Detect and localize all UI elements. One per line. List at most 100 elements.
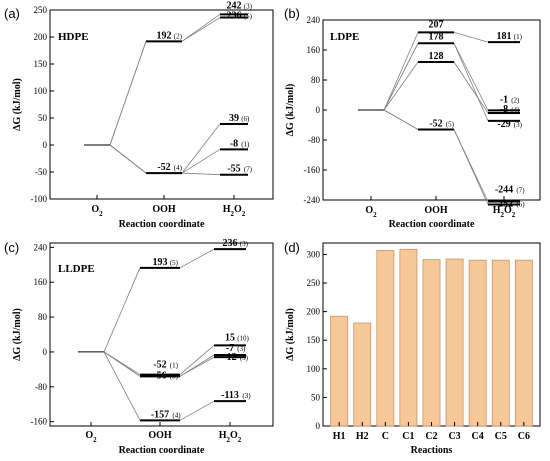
panel-b: (b) -240 -160 -80 0 80 160 240 ΔG (kJ/mol) Reacti…: [284, 6, 541, 230]
path-connector: [181, 13, 221, 42]
panel-title: LDPE: [330, 31, 359, 43]
x-category-label: OOH: [152, 204, 176, 215]
level-value-label: -52: [429, 119, 442, 130]
x-tick-label: C3: [448, 431, 460, 442]
x-tick-label: C: [382, 431, 389, 442]
y-tick-label: 0: [316, 105, 321, 115]
level-count-label: (7): [516, 187, 525, 195]
level-count-label: (4): [511, 106, 520, 114]
bar-c: [376, 250, 395, 427]
y-tick-label: -240: [304, 195, 321, 205]
x-category-label: H2O2: [219, 430, 242, 444]
path-connector: [179, 248, 215, 269]
y-tick-label: 150: [34, 59, 48, 69]
level-value-label: 15: [225, 332, 235, 343]
level-count-label: (8): [170, 372, 179, 380]
bar-h1: [330, 315, 349, 427]
path-connector: [103, 267, 141, 353]
level-value-label: 39: [229, 113, 239, 124]
path-connector: [109, 41, 147, 146]
level-value-label: -52: [157, 162, 170, 173]
y-tick-label: 80: [311, 75, 321, 85]
level-value-label: -8: [500, 104, 508, 115]
y-tick-label: -50: [35, 167, 47, 177]
y-tick-label: 250: [307, 278, 321, 288]
x-category-label: H2O2: [493, 205, 516, 219]
axes-frame: [49, 9, 274, 200]
level-value-label: -252: [495, 199, 513, 210]
x-tick-label: C1: [402, 431, 414, 442]
axes-frame: [49, 242, 274, 427]
y-tick-label: 100: [34, 86, 48, 96]
level-count-label: (1): [241, 140, 250, 148]
level-value-label: 128: [429, 51, 444, 62]
level-count-label: (4): [174, 164, 183, 172]
path-connector: [383, 109, 419, 130]
level-value-label: 242: [227, 0, 242, 11]
path-connector: [453, 61, 489, 114]
y-tick-label: 200: [307, 307, 321, 317]
panel-d: (d) 0 50 100 150 200 250 300 ΔG (kJ/mol) Reaction…: [284, 240, 541, 456]
y-tick-label: 0: [43, 140, 48, 150]
level-count-label: (7): [244, 166, 253, 174]
level-value-label: -113: [221, 390, 239, 401]
y-tick-label: 80: [38, 312, 48, 322]
level-count-label: (6): [241, 115, 250, 123]
y-tick-label: 200: [34, 32, 48, 42]
y-axis-title: ΔG (kJ/mol): [12, 78, 23, 131]
level-value-label: 236: [223, 238, 238, 249]
x-category-label: O2: [85, 430, 97, 444]
level-value-label: -7: [226, 343, 234, 354]
panel-label: (c): [4, 240, 19, 255]
panel-a: (a) -100 -50 0 50 100 150 200 250 ΔG (kJ/mol) Reac…: [4, 0, 274, 230]
level-count-label: (3): [240, 354, 249, 362]
level-value-label: -244: [495, 185, 513, 196]
level-value-label: -52: [153, 360, 166, 371]
y-tick-label: 300: [307, 249, 321, 259]
x-axis-title: Reaction coordinate: [119, 219, 205, 230]
level-value-label: -8: [230, 138, 238, 149]
level-count-label: (1): [514, 33, 523, 41]
path-connector: [179, 356, 215, 377]
x-axis-title: Reaction coordinate: [389, 219, 475, 230]
bar-c4: [468, 259, 487, 427]
bar-c1: [399, 248, 418, 427]
y-tick-label: -160: [304, 165, 321, 175]
level-count-label: (2): [174, 32, 183, 40]
level-value-label: -55: [227, 164, 240, 175]
path-connector: [453, 129, 489, 205]
level-count-label: (3): [237, 345, 246, 353]
level-value-label: 192: [157, 30, 172, 41]
bar-h2: [353, 322, 372, 427]
level-value-label: -56: [153, 370, 166, 381]
x-axis-title: Reactions: [411, 445, 453, 456]
path-connector: [383, 32, 419, 111]
level-count-label: (5): [244, 13, 253, 21]
y-tick-label: 0: [43, 347, 48, 357]
level-value-label: 207: [429, 19, 444, 30]
y-axis-title: ΔG (kJ/mol): [12, 308, 23, 361]
path-connector: [179, 400, 215, 421]
path-connector: [103, 351, 141, 377]
path-connector: [453, 43, 489, 111]
path-connector: [181, 148, 221, 174]
x-category-label: H2O2: [223, 204, 246, 218]
y-tick-label: 100: [307, 364, 321, 374]
y-tick-label: -80: [308, 135, 320, 145]
panel-label: (d): [284, 240, 300, 255]
level-count-label: (6): [516, 201, 525, 209]
bar-c2: [422, 259, 441, 427]
x-category-label: OOH: [424, 205, 448, 216]
level-count-label: (3): [242, 392, 251, 400]
level-value-label: 236: [227, 11, 242, 22]
level-count-label: (5): [170, 259, 179, 267]
x-tick-label: C6: [518, 431, 530, 442]
level-value-label: 193: [153, 257, 168, 268]
level-value-label: 181: [497, 31, 512, 42]
path-connector: [181, 123, 221, 174]
panel-title: HDPE: [58, 31, 89, 43]
y-tick-label: 240: [307, 15, 321, 25]
x-tick-label: C4: [472, 431, 484, 442]
path-connector: [453, 31, 489, 43]
